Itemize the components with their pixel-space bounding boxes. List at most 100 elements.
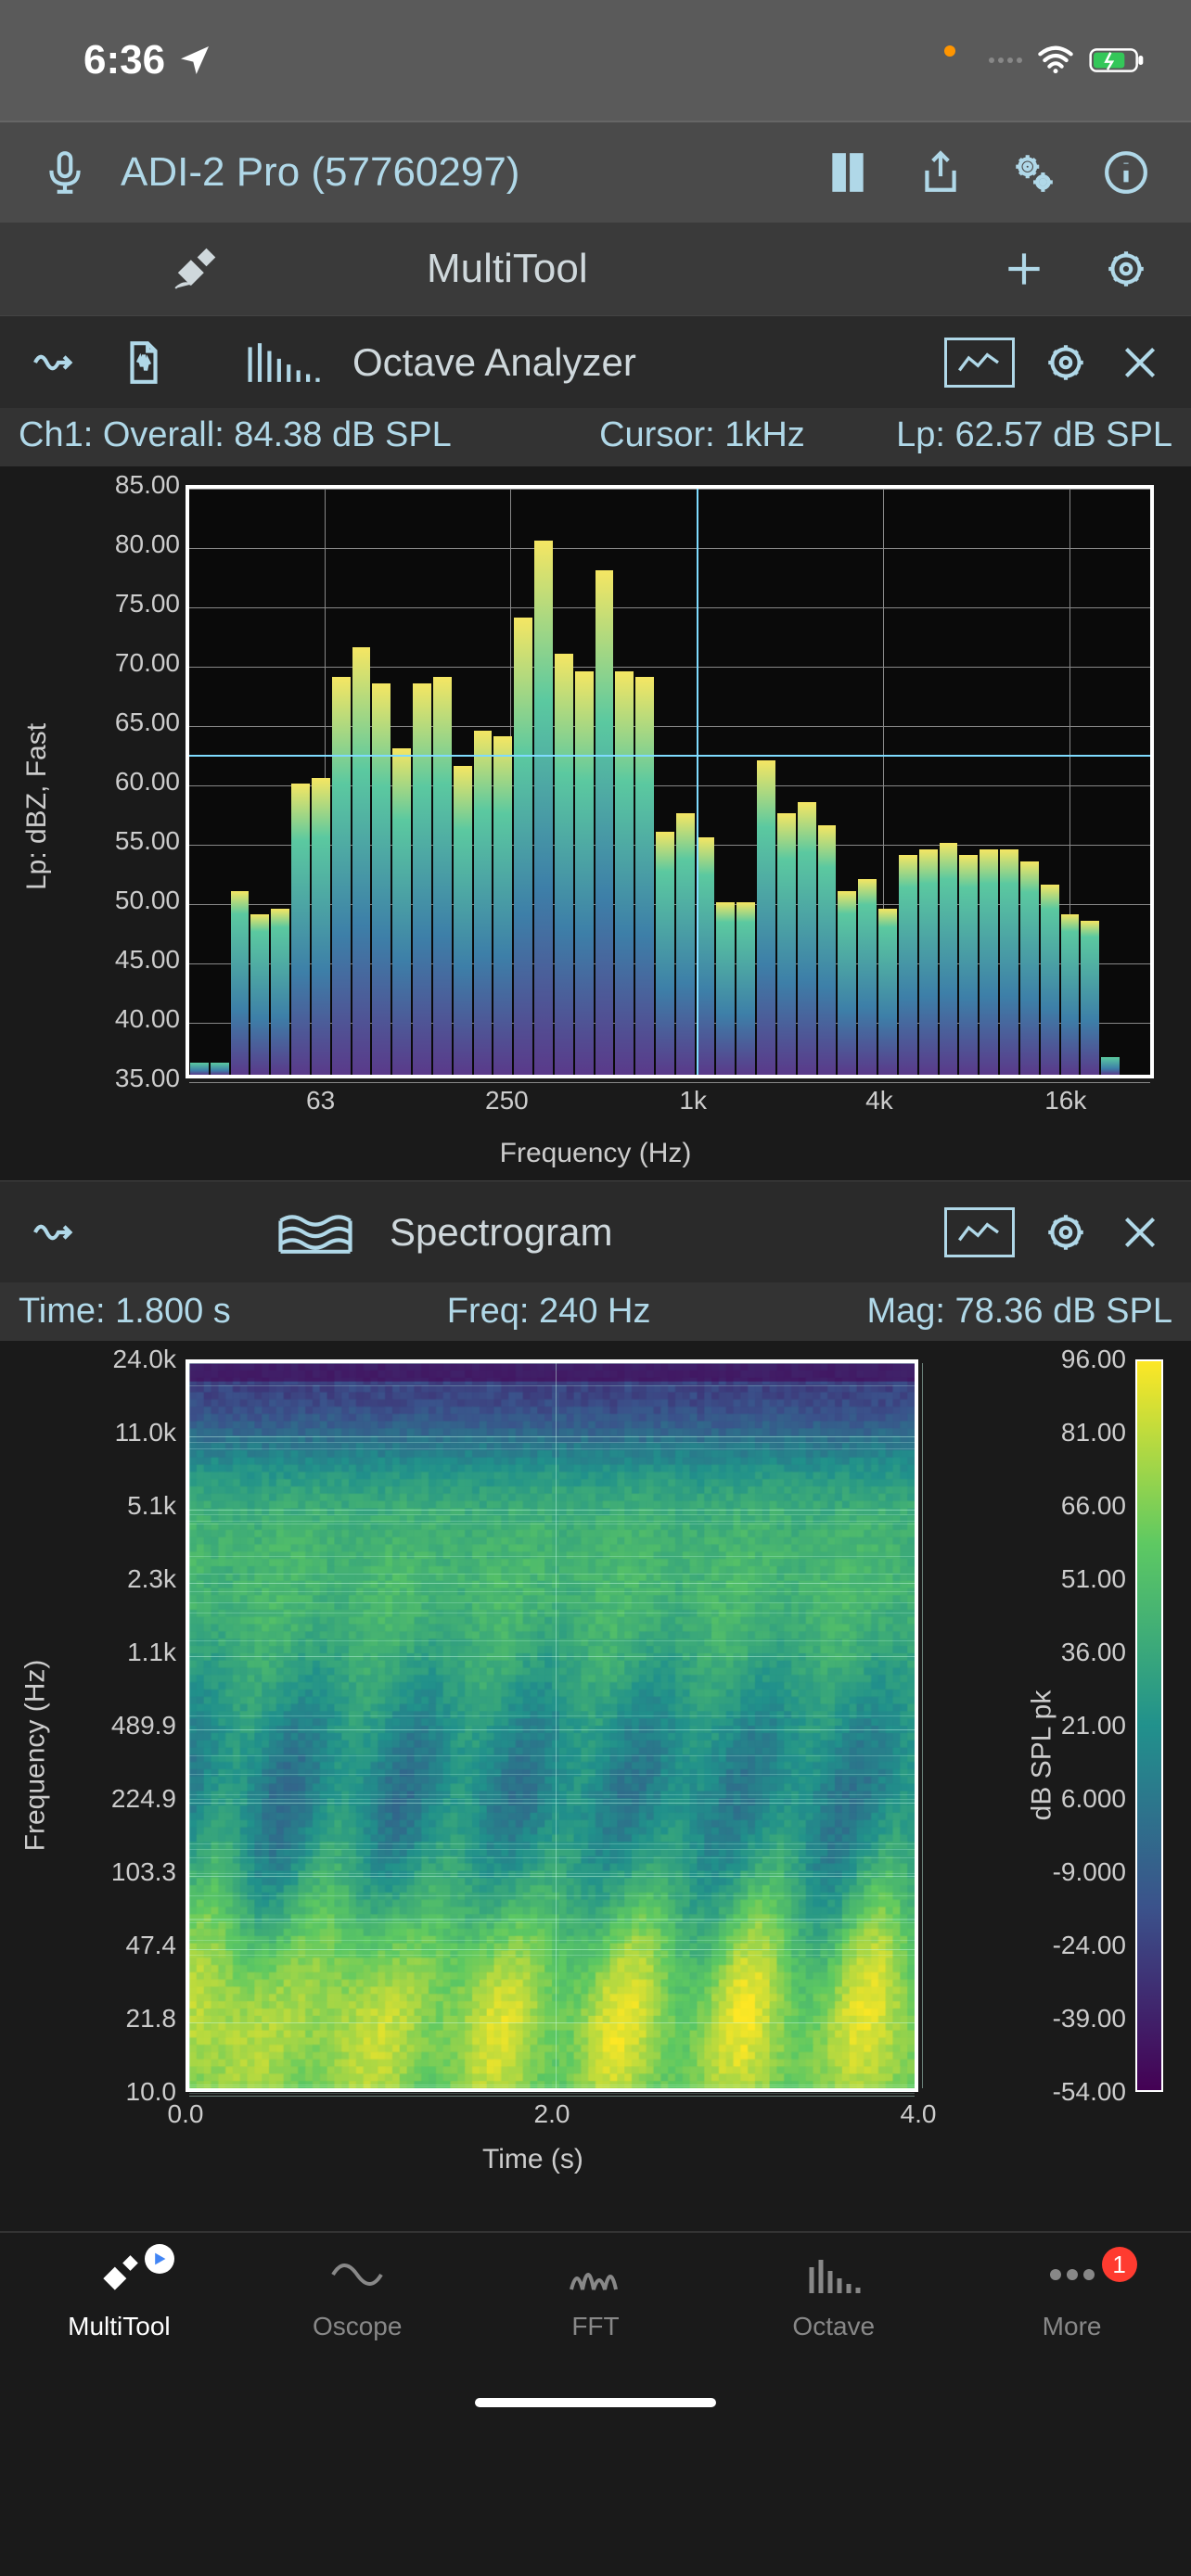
bars-icon: [806, 2251, 862, 2302]
signal-flow-icon[interactable]: [28, 1209, 93, 1256]
waterfall-icon: [269, 1209, 362, 1256]
satellite-icon: [167, 246, 223, 292]
octave-bar: [798, 802, 816, 1075]
multitool-title-icon: [28, 246, 362, 292]
tab-multitool[interactable]: MultiTool: [26, 2251, 211, 2341]
octave-bar: [818, 825, 837, 1075]
tab-octave[interactable]: Octave: [741, 2251, 927, 2341]
octave-bar: [1000, 849, 1018, 1075]
octave-xlabel: Frequency (Hz): [500, 1138, 692, 1169]
spectro-info-time: Time: 1.800 s: [19, 1292, 231, 1332]
octave-bar: [635, 677, 654, 1075]
octave-xtick: 250: [479, 1086, 534, 1116]
spectro-ctick: -39.00: [1024, 2004, 1126, 2034]
status-icons: [944, 42, 1145, 79]
spectrogram-info-bar: Time: 1.800 s Freq: 240 Hz Mag: 78.36 dB…: [0, 1282, 1191, 1341]
spectro-settings-button[interactable]: [1043, 1209, 1089, 1256]
dots-icon: [1044, 2251, 1100, 2302]
cellular-dots-icon: [989, 57, 1022, 63]
share-button[interactable]: [903, 149, 978, 196]
octave-bar: [1020, 861, 1039, 1075]
spectro-xtick: 0.0: [158, 2099, 213, 2129]
octave-settings-button[interactable]: [1043, 339, 1089, 386]
add-button[interactable]: [987, 246, 1061, 292]
signal-flow-icon[interactable]: [28, 339, 93, 386]
octave-bar: [736, 902, 755, 1075]
location-arrow-icon: [176, 42, 213, 79]
tab-fft[interactable]: FFT: [503, 2251, 688, 2341]
octave-ytick: 35.00: [78, 1064, 180, 1093]
octave-chart[interactable]: Lp: dBZ, Fast 85.0080.0075.0070.0065.006…: [0, 466, 1191, 1180]
octave-bar: [231, 891, 250, 1075]
spectrogram-title: Spectrogram: [390, 1210, 916, 1255]
octave-bar: [372, 683, 391, 1075]
octave-bar: [940, 843, 958, 1075]
octave-ytick: 45.00: [78, 945, 180, 975]
octave-bar: [716, 902, 735, 1075]
pause-button[interactable]: [811, 149, 885, 196]
octave-header: Octave Analyzer: [0, 315, 1191, 408]
octave-ytick: 80.00: [78, 529, 180, 559]
octave-ytick: 65.00: [78, 708, 180, 737]
wifi-icon: [1037, 42, 1074, 79]
tab-more[interactable]: More1: [980, 2251, 1165, 2341]
octave-info-cursor: Cursor: 1kHz: [599, 415, 896, 455]
spectro-colorbar: [1135, 1359, 1163, 2092]
tab-oscope[interactable]: Oscope: [264, 2251, 450, 2341]
octave-bar: [899, 855, 917, 1075]
octave-bar: [838, 891, 856, 1075]
octave-bar: [190, 1063, 209, 1075]
info-button[interactable]: [1089, 149, 1163, 196]
settings-gears-button[interactable]: [996, 149, 1070, 196]
octave-plot-area[interactable]: [186, 485, 1154, 1078]
octave-ytick: 50.00: [78, 886, 180, 915]
status-time: 6:36: [83, 37, 165, 83]
octave-bar: [250, 914, 269, 1075]
spectrogram-chart[interactable]: Frequency (Hz) 24.0k11.0k5.1k2.3k1.1k489…: [0, 1341, 1191, 2231]
octave-info-lp: Lp: 62.57 dB SPL: [896, 415, 1172, 455]
octave-bar: [615, 671, 634, 1075]
badge: 1: [1102, 2247, 1137, 2282]
spectro-ctick: -24.00: [1024, 1931, 1126, 1960]
octave-close-button[interactable]: [1117, 339, 1163, 386]
device-bar: ADI-2 Pro (57760297): [0, 121, 1191, 223]
file-wave-icon[interactable]: [121, 339, 167, 386]
gear-icon: [1103, 246, 1149, 292]
octave-xtick: 1k: [665, 1086, 721, 1116]
chart-style-button[interactable]: [944, 338, 1015, 388]
multitool-settings-button[interactable]: [1089, 246, 1163, 292]
spectro-ytick: 2.3k: [74, 1564, 176, 1594]
spectro-chart-style-button[interactable]: [944, 1207, 1015, 1257]
spectro-ytick: 21.8: [74, 2004, 176, 2034]
octave-bar: [1101, 1057, 1120, 1075]
octave-ytick: 85.00: [78, 470, 180, 500]
spectro-ctick: 81.00: [1024, 1418, 1126, 1447]
spectrogram-plot-area[interactable]: [186, 1359, 918, 2092]
octave-bar: [676, 813, 695, 1075]
spectro-ytick: 489.9: [74, 1711, 176, 1741]
octave-bar: [534, 541, 553, 1075]
spectro-close-button[interactable]: [1117, 1209, 1163, 1256]
octave-bar: [959, 855, 978, 1075]
octave-info-ch: Ch1: Overall: 84.38 dB SPL: [19, 415, 599, 455]
tab-bar: MultiTool Oscope FFT Octave More1: [0, 2231, 1191, 2426]
spectro-ytick: 11.0k: [74, 1418, 176, 1447]
octave-bar: [555, 654, 573, 1075]
play-badge-icon: [145, 2244, 174, 2274]
octave-bar: [392, 748, 411, 1075]
mic-button[interactable]: [28, 149, 102, 196]
octave-bar: [291, 784, 310, 1075]
status-bar: 6:36: [0, 0, 1191, 121]
home-indicator[interactable]: [475, 2398, 716, 2407]
multitool-label: MultiTool: [427, 246, 959, 292]
status-time-group: 6:36: [83, 37, 213, 83]
octave-bar: [413, 683, 431, 1075]
plus-icon: [1001, 246, 1047, 292]
spectrogram-header: Spectrogram: [0, 1180, 1191, 1282]
octave-bar: [919, 849, 938, 1075]
octave-bar: [697, 837, 715, 1075]
gears-icon: [1010, 149, 1057, 196]
spectro-xtick: 4.0: [890, 2099, 946, 2129]
device-name[interactable]: ADI-2 Pro (57760297): [121, 149, 792, 196]
octave-title: Octave Analyzer: [352, 340, 916, 385]
